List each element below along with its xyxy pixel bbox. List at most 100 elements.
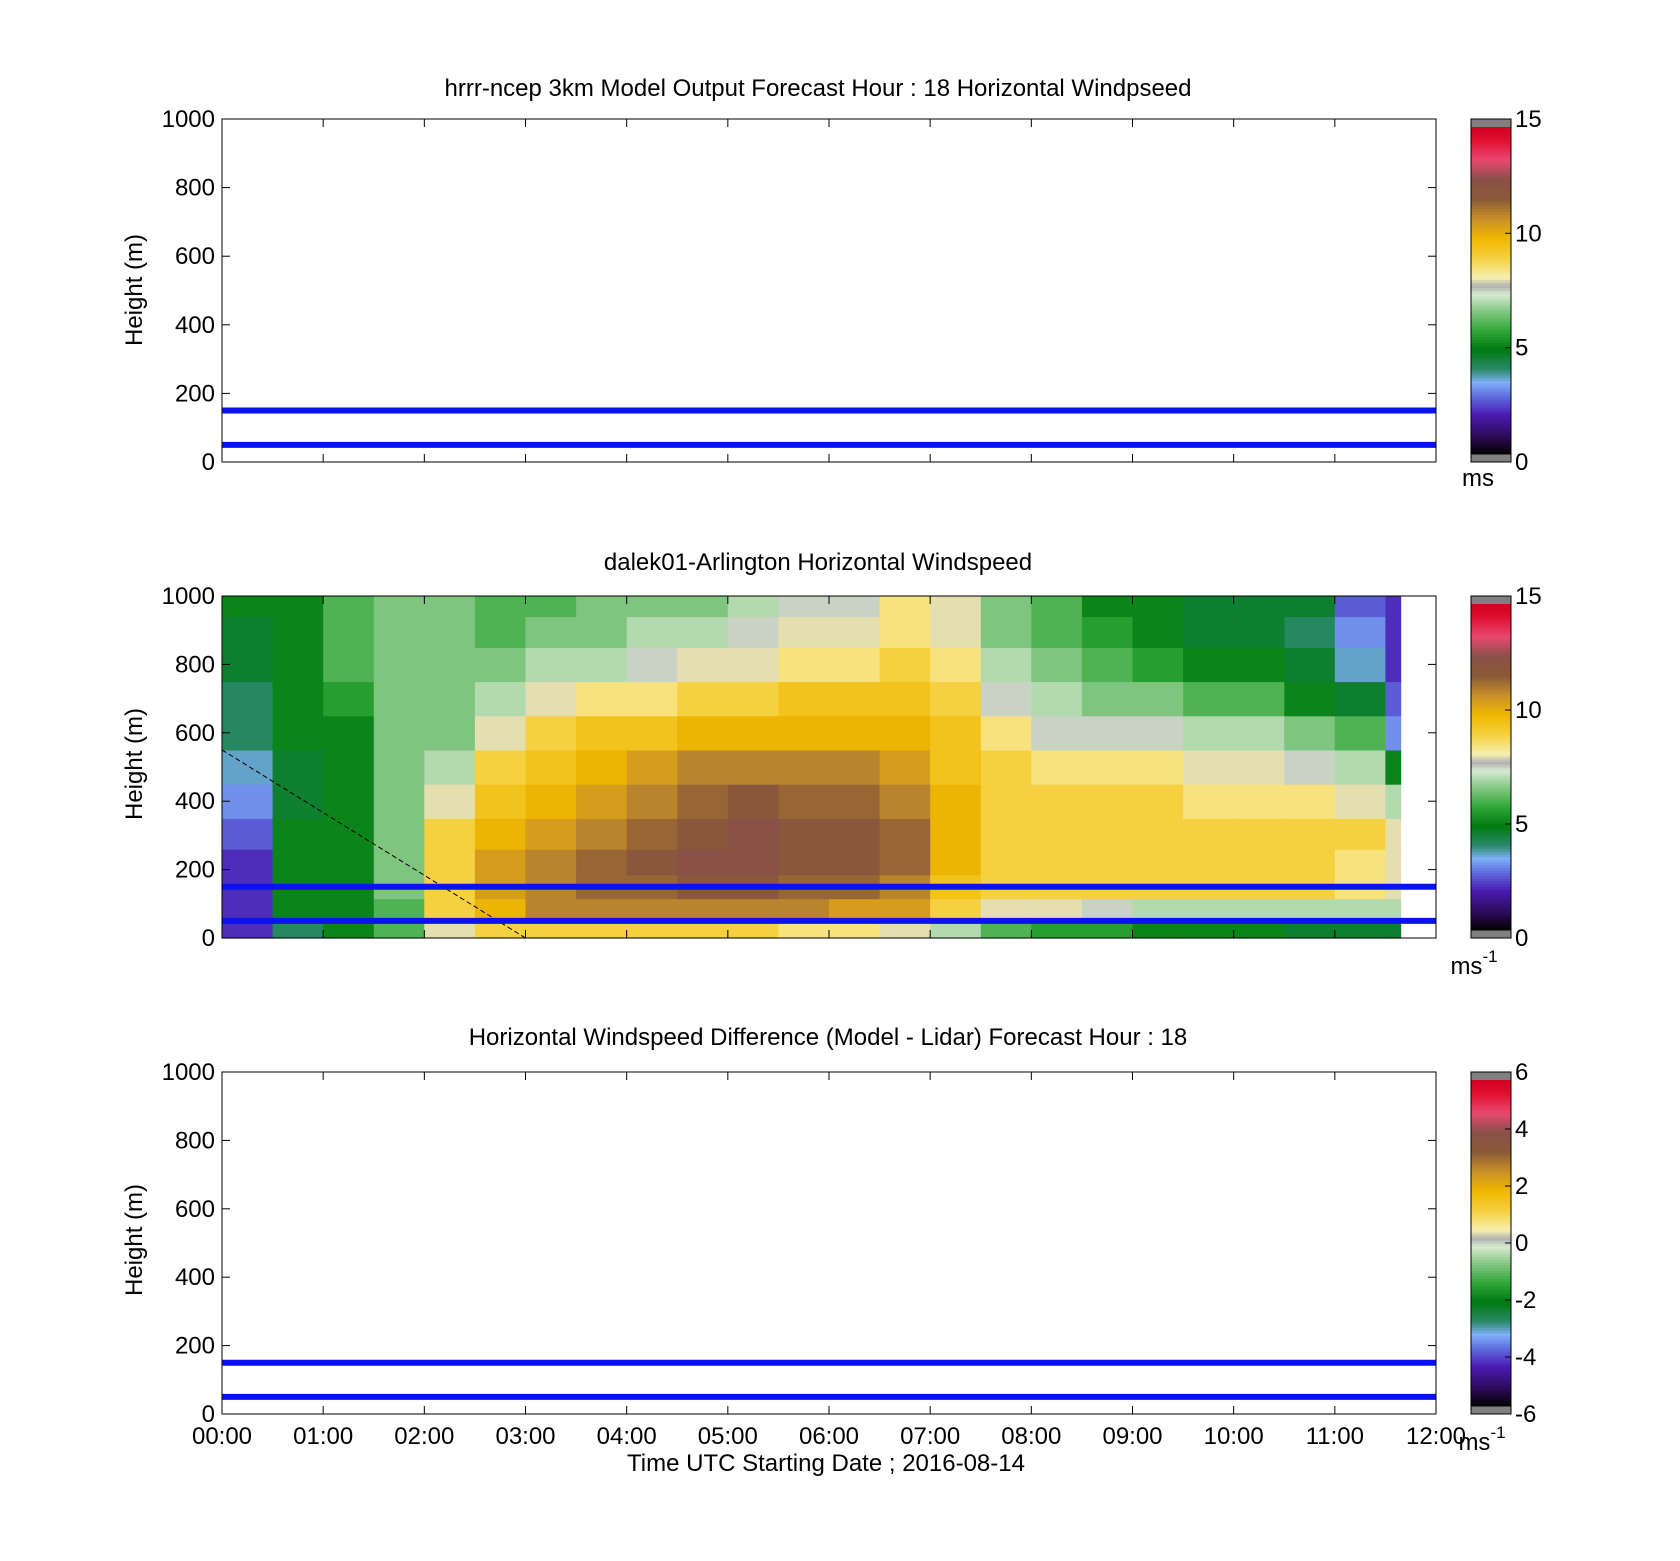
colorbar-segment [1471, 366, 1511, 371]
colorbar-segment [1471, 263, 1511, 267]
heatmap-cell [576, 715, 628, 751]
colorbar-segment [1471, 404, 1511, 409]
heatmap-cell [272, 898, 324, 919]
heatmap-cell [727, 849, 779, 876]
heatmap-cell [677, 898, 729, 919]
heatmap-cell [626, 596, 678, 618]
colorbar-segment [1471, 1245, 1511, 1249]
x-axis [221, 596, 1437, 938]
colorbar-segment [1471, 1297, 1511, 1301]
colorbar-segment [1471, 815, 1511, 820]
heatmap-cell [373, 818, 425, 850]
colorbar-segment [1471, 1324, 1511, 1328]
colorbar-segment [1471, 323, 1511, 327]
colorbar-segment [1471, 1107, 1511, 1111]
heatmap-cell [930, 818, 982, 850]
colorbar-segment [1471, 1343, 1511, 1347]
y-tick-label: 1000 [162, 106, 215, 133]
colorbar-segment [1471, 614, 1511, 619]
heatmap-cell [424, 681, 476, 717]
colorbar-segment [1471, 1237, 1511, 1241]
colorbar-tick-label: 5 [1515, 335, 1528, 362]
colorbar-segment [1471, 764, 1511, 768]
heatmap-cell [1334, 681, 1386, 717]
colorbar-segment [1471, 1327, 1511, 1331]
colorbar-segment [1471, 867, 1511, 871]
heatmap-cell [1031, 715, 1083, 751]
heatmap-cell [576, 898, 628, 919]
colorbar-segment [1471, 788, 1511, 792]
colorbar-segment [1471, 1109, 1511, 1114]
heatmap-cell [1183, 849, 1235, 876]
heatmap-cell [1031, 596, 1083, 618]
x-tick-label: 10:00 [1204, 1423, 1264, 1450]
y-axis: 0 200 400 600 800 1000 [162, 583, 1436, 952]
heatmap-cell [474, 784, 527, 819]
colorbar-segment [1471, 151, 1511, 155]
heatmap-cell [323, 647, 375, 683]
colorbar-segment [1471, 186, 1511, 191]
heatmap-cell [1031, 818, 1083, 850]
colorbar-segment [1471, 639, 1511, 643]
heatmap-cell [879, 784, 931, 819]
colorbar-segment [1471, 1112, 1511, 1116]
heatmap-cell [1183, 818, 1235, 850]
heatmap-cell [474, 647, 527, 683]
colorbar-tick-label: 15 [1515, 106, 1542, 133]
colorbar-segment [1471, 1300, 1511, 1304]
heatmap-cell [1284, 818, 1336, 850]
colorbar-segment [1471, 1180, 1511, 1184]
colorbar-segment [1471, 440, 1511, 444]
heatmap-cell [1031, 849, 1083, 876]
colorbar-segment [1471, 791, 1511, 795]
heatmap-cell [980, 849, 1032, 876]
colorbar-segment [1471, 361, 1511, 365]
colorbar-segment [1471, 919, 1511, 923]
heatmap-cell [1132, 715, 1184, 751]
y-tick-label: 200 [175, 380, 215, 407]
heatmap-cell [1385, 784, 1402, 819]
colorbar-segment [1471, 1199, 1511, 1203]
colorbar-segment [1471, 1215, 1511, 1220]
colorbar-segment [1471, 805, 1511, 809]
colorbar-segment [1471, 132, 1511, 136]
colorbar-segment [1471, 1384, 1511, 1388]
colorbar-segment [1471, 219, 1511, 223]
heatmap-cell [272, 681, 324, 717]
colorbar-segment [1471, 1226, 1511, 1230]
reference-lines [222, 407, 1436, 448]
colorbar-segment [1471, 851, 1511, 855]
y-tick-label: 200 [175, 857, 215, 884]
heatmap-cell [323, 616, 375, 648]
colorbar-segment [1471, 859, 1511, 863]
heatmap-cell [727, 616, 779, 648]
heatmap-cell [626, 898, 678, 919]
y-tick-label: 0 [202, 1401, 215, 1428]
heatmap-cell [424, 818, 476, 850]
heatmap-cell [1385, 616, 1402, 648]
heatmap-cell [980, 681, 1032, 717]
colorbar-segment [1471, 872, 1511, 877]
colorbar-segment [1471, 1397, 1511, 1402]
colorbar-segment [1471, 336, 1511, 341]
heatmap-cell [1385, 647, 1402, 683]
colorbar-segment [1471, 432, 1511, 436]
heatmap-cell [1081, 647, 1134, 683]
colorbar-segment [1471, 1153, 1511, 1157]
heatmap-cell [1183, 749, 1235, 785]
colorbar-segment [1471, 246, 1511, 251]
colorbar-segment [1471, 1126, 1511, 1130]
colorbar-segment [1471, 304, 1511, 308]
colorbar-segment [1471, 1289, 1511, 1293]
heatmap-cell [1385, 749, 1402, 785]
heatmap-cell [1284, 898, 1336, 919]
heatmap-cell [576, 749, 628, 785]
colorbar-segment [1471, 1099, 1511, 1103]
colorbar-overflow-cap [1471, 119, 1511, 127]
colorbar-segment [1471, 756, 1511, 760]
colorbar-segment [1471, 734, 1511, 738]
heatmap-cell [272, 818, 324, 850]
heatmap-cell [778, 898, 830, 919]
heatmap-cell [424, 784, 476, 819]
colorbar-segment [1471, 1392, 1511, 1396]
